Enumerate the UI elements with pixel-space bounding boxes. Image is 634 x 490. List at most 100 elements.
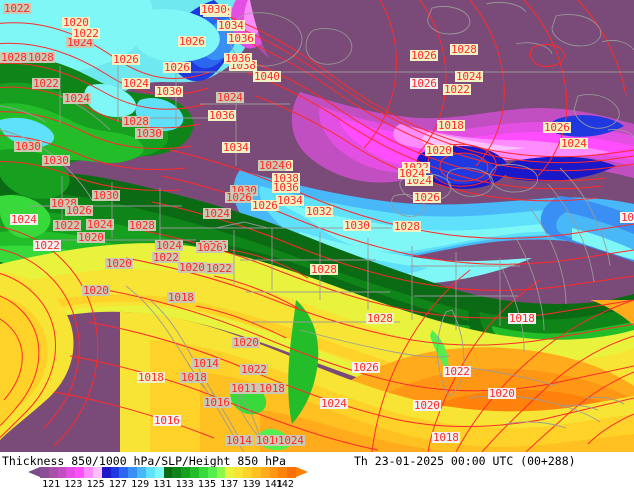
- isobar-label: 1020: [105, 257, 133, 270]
- colorbar-swatch: [101, 467, 111, 478]
- isobar-label: 1026: [410, 49, 438, 62]
- colorbar-tick: 121: [42, 479, 61, 490]
- isobar-label: 1022: [152, 251, 180, 264]
- isobar-label: 1024: [320, 397, 348, 410]
- map-graphics: [0, 0, 634, 452]
- colorbar-swatch: [243, 467, 252, 478]
- isobar-label: 1038: [229, 59, 257, 72]
- colorbar-swatch: [154, 467, 164, 478]
- isobar-label: 1030: [135, 127, 163, 140]
- isobar-label: 1024: [203, 207, 231, 220]
- isobar-label: 1028: [128, 219, 156, 232]
- isobar-label: 1028: [50, 197, 78, 210]
- isobar-label: 1030: [200, 3, 228, 16]
- isobar-label: 1024: [398, 167, 426, 180]
- colorbar-swatch: [207, 467, 217, 478]
- isobar-label: 1028: [310, 263, 338, 276]
- colorbar-swatch: [260, 467, 270, 478]
- colorbar-tick: 135: [197, 479, 216, 490]
- isobar-label: 1016: [153, 414, 181, 427]
- chart-datetime: Th 23-01-2025 00:00 UTC (00+288): [354, 454, 576, 468]
- colorbar-tick: 141: [264, 479, 283, 490]
- colorbar-swatch: [234, 467, 244, 478]
- isobar-label: 1018: [508, 312, 536, 325]
- isobar-label: 1024: [10, 213, 38, 226]
- isobar-label: 1018: [167, 291, 195, 304]
- isobar-label: 1034: [217, 19, 245, 32]
- colorbar-swatch: [84, 467, 93, 478]
- isobar-label: 1014: [225, 434, 253, 447]
- isobar-label: 1011: [230, 382, 258, 395]
- isobar-label: 1022: [3, 2, 31, 15]
- isobar-label: 1028: [366, 312, 394, 325]
- map-canvas[interactable]: 1022102010241022102610241030102810301032…: [0, 0, 634, 452]
- isobar-label: 1020: [413, 399, 441, 412]
- isobar-label: 1018: [180, 371, 208, 384]
- isobar-label: 1024: [405, 174, 433, 187]
- isobar-label: 1030: [230, 184, 258, 197]
- isobar-label: 1022: [402, 162, 430, 173]
- colorbar-swatch: [48, 467, 58, 478]
- isobar-label: 1036: [227, 32, 255, 45]
- isobar-label: 1024: [560, 137, 588, 150]
- isobar-label: 1028: [393, 220, 421, 233]
- isobar-label: 1036: [272, 181, 300, 194]
- colorbar-right-arrow: [296, 467, 308, 477]
- isobar-label: 1020: [425, 144, 453, 157]
- colorbar-swatch: [75, 467, 85, 478]
- isobar-label: 1022: [443, 365, 471, 378]
- isobar-label: 1030: [92, 189, 120, 202]
- chart-title: Thickness 850/1000 hPa/SLP/Height 850 hP…: [2, 454, 286, 468]
- isobar-label: 1010: [620, 212, 634, 223]
- colorbar-tick: 129: [131, 479, 150, 490]
- isobar-label: 1026: [65, 204, 93, 217]
- isobar-label: 1028: [27, 51, 55, 64]
- chart-footer: Thickness 850/1000 hPa/SLP/Height 850 hP…: [0, 452, 634, 490]
- isobar-label: 1026: [543, 121, 571, 134]
- isobar-label: 1020: [77, 231, 105, 244]
- isobar-label: 1018: [432, 431, 460, 444]
- isobar-label: 1026: [352, 361, 380, 374]
- colorbar-swatch: [145, 467, 155, 478]
- isobar-label: 1034: [276, 194, 304, 207]
- isobar-label: 1026: [196, 241, 224, 254]
- colorbar-swatch: [225, 467, 235, 478]
- isobar-label: 1026: [163, 61, 191, 74]
- colorbar-swatch: [269, 467, 279, 478]
- isobar-label: 1022: [205, 262, 233, 275]
- colorbar-tick: 131: [153, 479, 172, 490]
- isobar-label: 1028: [122, 115, 150, 128]
- isobar-label: 1024: [122, 77, 150, 90]
- isobar-label: 1026: [413, 191, 441, 204]
- colorbar-swatch: [190, 467, 199, 478]
- isobar-label: 1016: [203, 396, 231, 409]
- isobar-label: 1036: [208, 109, 236, 122]
- isobar-label: 1026: [410, 77, 438, 90]
- isobar-label: 1028: [450, 43, 478, 56]
- isobar-label: 1024: [66, 36, 94, 49]
- isobar-label: 1024: [258, 159, 286, 172]
- isobar-label: 1030: [42, 154, 70, 167]
- colorbar-swatches: [40, 467, 297, 478]
- isobar-label: 1022: [443, 83, 471, 96]
- isobar-label: 1022: [240, 363, 268, 376]
- colorbar-tick: 139: [242, 479, 261, 490]
- colorbar-swatch: [172, 467, 182, 478]
- isobar-label: 1014: [192, 357, 220, 370]
- isobar-label: 1038: [272, 172, 300, 185]
- colorbar: [28, 467, 308, 478]
- colorbar-swatch: [128, 467, 138, 478]
- isobar-label: 1022: [32, 77, 60, 90]
- colorbar-swatch: [40, 467, 49, 478]
- isobar-label: 1030: [14, 140, 42, 153]
- isobar-label: 1022: [53, 219, 81, 232]
- colorbar-swatch: [278, 467, 288, 478]
- isobar-label: 1020: [232, 336, 260, 349]
- isobar-label: 1022: [72, 27, 100, 40]
- isobar-label: 1024: [86, 218, 114, 231]
- isobar-label: 1024: [277, 434, 305, 447]
- colorbar-swatch: [198, 467, 208, 478]
- isobar-label: 1034: [222, 141, 250, 154]
- isobar-label: 1018: [437, 119, 465, 132]
